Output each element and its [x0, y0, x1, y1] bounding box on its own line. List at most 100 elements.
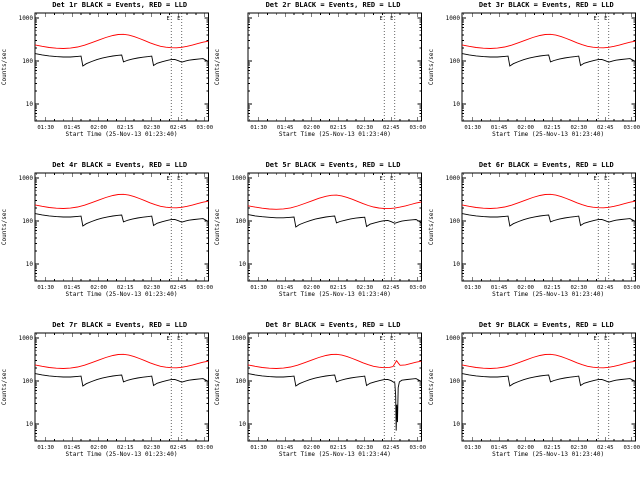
svg-text:03:00: 03:00	[196, 125, 213, 131]
svg-text:1000: 1000	[232, 335, 247, 342]
svg-text:10: 10	[239, 421, 247, 428]
svg-text:E: E	[604, 16, 607, 22]
svg-text:03:00: 03:00	[623, 445, 640, 451]
svg-text:01:30: 01:30	[251, 285, 268, 291]
svg-text:10: 10	[452, 421, 460, 428]
svg-text:E: E	[593, 336, 596, 342]
subplot-det-8r: 01:30 01:45 02:00 02:15 02:30 02:45 03:00 10 100…	[213, 320, 426, 480]
svg-text:E: E	[380, 336, 383, 342]
plot-area: 01:30 01:45 02:00 02:15 02:30 02:45 03:00 10 100…	[19, 172, 213, 291]
svg-text:02:45: 02:45	[383, 125, 400, 131]
svg-text:10: 10	[26, 421, 34, 428]
subplot-title: Det 9r BLACK = Events, RED = LLD	[478, 321, 614, 329]
svg-text:02:30: 02:30	[357, 445, 374, 451]
svg-text:02:30: 02:30	[143, 125, 160, 131]
svg-text:02:45: 02:45	[597, 285, 614, 291]
subplot-title: Det 4r BLACK = Events, RED = LLD	[52, 161, 188, 169]
svg-text:100: 100	[236, 218, 247, 225]
y-axis-label: Counts/sec	[1, 208, 8, 246]
svg-text:E: E	[167, 336, 170, 342]
svg-text:01:45: 01:45	[277, 125, 294, 131]
svg-text:01:30: 01:30	[464, 445, 481, 451]
y-axis-label: Counts/sec	[427, 208, 435, 246]
y-axis-label: Counts/sec	[214, 208, 222, 246]
svg-text:02:00: 02:00	[517, 125, 534, 131]
subplot-det-7r: 01:30 01:45 02:00 02:15 02:30 02:45 03:00 10 100…	[0, 320, 213, 480]
x-axis-label: Start Time (25-Nov-13 01:23:44)	[278, 451, 391, 458]
svg-text:10: 10	[452, 261, 460, 268]
svg-text:02:15: 02:15	[330, 285, 347, 291]
x-axis-label: Start Time (25-Nov-13 01:23:40)	[492, 451, 605, 458]
svg-text:01:45: 01:45	[491, 445, 508, 451]
plot-area: 01:30 01:45 02:00 02:15 02:30 02:45 03:00 10 100…	[19, 12, 213, 131]
svg-text:E: E	[391, 336, 394, 342]
svg-text:02:00: 02:00	[90, 125, 107, 131]
svg-text:01:30: 01:30	[251, 445, 268, 451]
y-axis-label: Counts/sec	[1, 368, 8, 406]
svg-text:01:30: 01:30	[251, 125, 268, 131]
x-axis-label: Start Time (25-Nov-13 01:23:40)	[492, 291, 605, 298]
subplot-title: Det 3r BLACK = Events, RED = LLD	[478, 1, 614, 9]
svg-text:E: E	[167, 16, 170, 22]
svg-text:01:45: 01:45	[64, 285, 81, 291]
svg-text:02:45: 02:45	[597, 125, 614, 131]
svg-text:1000: 1000	[445, 15, 460, 22]
svg-text:02:30: 02:30	[570, 445, 587, 451]
svg-text:02:15: 02:15	[117, 285, 134, 291]
svg-text:02:00: 02:00	[304, 445, 321, 451]
svg-text:02:00: 02:00	[304, 125, 321, 131]
x-axis-label: Start Time (25-Nov-13 01:23:40)	[65, 131, 178, 138]
plot-area: 01:30 01:45 02:00 02:15 02:30 02:45 03:00 10 100…	[445, 172, 640, 291]
subplot-det-3r: 01:30 01:45 02:00 02:15 02:30 02:45 03:00 10 100…	[427, 0, 640, 160]
svg-text:1000: 1000	[19, 15, 34, 22]
svg-text:02:30: 02:30	[357, 285, 374, 291]
svg-text:02:30: 02:30	[570, 125, 587, 131]
x-axis-label: Start Time (25-Nov-13 01:23:40)	[278, 291, 391, 298]
svg-text:02:00: 02:00	[90, 285, 107, 291]
plot-area: 01:30 01:45 02:00 02:15 02:30 02:45 03:00 E E	[247, 12, 427, 131]
svg-text:03:00: 03:00	[410, 125, 427, 131]
subplot-title: Det 6r BLACK = Events, RED = LLD	[478, 161, 614, 169]
svg-text:02:15: 02:15	[544, 445, 561, 451]
svg-text:E: E	[604, 176, 607, 182]
svg-text:E: E	[177, 336, 180, 342]
svg-text:03:00: 03:00	[623, 125, 640, 131]
svg-text:02:15: 02:15	[117, 445, 134, 451]
svg-text:100: 100	[236, 378, 247, 385]
svg-text:E: E	[593, 16, 596, 22]
svg-text:E: E	[391, 176, 394, 182]
svg-text:02:30: 02:30	[143, 445, 160, 451]
svg-text:02:15: 02:15	[544, 285, 561, 291]
svg-text:1000: 1000	[445, 175, 460, 182]
y-axis-label: Counts/sec	[214, 48, 222, 86]
plot-area: 01:30 01:45 02:00 02:15 02:30 02:45 03:00 10 100…	[445, 332, 640, 451]
plot-area: 01:30 01:45 02:00 02:15 02:30 02:45 03:00 10 100…	[445, 12, 640, 131]
svg-text:02:45: 02:45	[383, 285, 400, 291]
subplot-det-1r: 01:30 01:45 02:00 02:15 02:30 02:45 03:00 10 100…	[0, 0, 213, 160]
svg-text:01:30: 01:30	[37, 445, 54, 451]
svg-text:01:30: 01:30	[37, 125, 54, 131]
svg-text:E: E	[380, 176, 383, 182]
plot-area: 01:30 01:45 02:00 02:15 02:30 02:45 03:00 10 100…	[232, 172, 426, 291]
svg-text:02:30: 02:30	[570, 285, 587, 291]
svg-text:02:30: 02:30	[357, 125, 374, 131]
svg-text:03:00: 03:00	[623, 285, 640, 291]
subplot-title: Det 1r BLACK = Events, RED = LLD	[52, 1, 188, 9]
svg-text:1000: 1000	[445, 335, 460, 342]
svg-text:01:45: 01:45	[491, 285, 508, 291]
svg-text:02:15: 02:15	[544, 125, 561, 131]
svg-text:02:00: 02:00	[304, 285, 321, 291]
subplot-title: Det 2r BLACK = Events, RED = LLD	[265, 1, 401, 9]
svg-text:E: E	[593, 176, 596, 182]
svg-text:100: 100	[22, 58, 33, 65]
svg-text:02:45: 02:45	[170, 285, 187, 291]
svg-text:1000: 1000	[232, 175, 247, 182]
svg-text:02:15: 02:15	[330, 445, 347, 451]
svg-text:02:45: 02:45	[170, 445, 187, 451]
subplot-title: Det 7r BLACK = Events, RED = LLD	[52, 321, 188, 329]
svg-text:01:30: 01:30	[464, 285, 481, 291]
svg-text:01:30: 01:30	[37, 285, 54, 291]
subplot-det-9r: 01:30 01:45 02:00 02:15 02:30 02:45 03:00 10 100…	[427, 320, 640, 480]
subplot-det-5r: 01:30 01:45 02:00 02:15 02:30 02:45 03:00 10 100…	[213, 160, 426, 320]
